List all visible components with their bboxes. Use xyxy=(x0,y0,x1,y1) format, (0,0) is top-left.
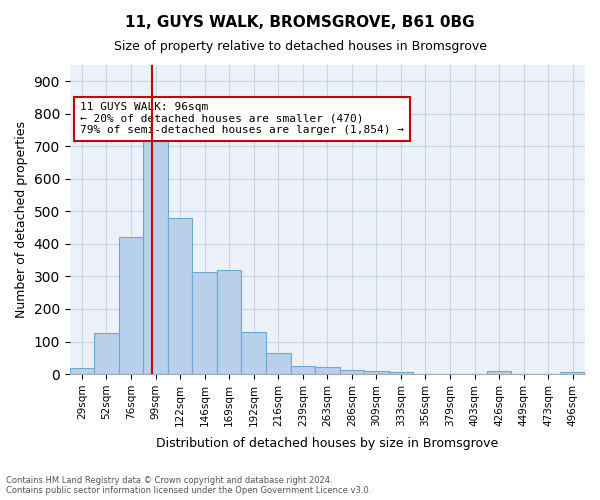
Y-axis label: Number of detached properties: Number of detached properties xyxy=(15,121,28,318)
Bar xyxy=(340,370,364,374)
Text: Contains HM Land Registry data © Crown copyright and database right 2024.
Contai: Contains HM Land Registry data © Crown c… xyxy=(6,476,371,495)
Text: 11, GUYS WALK, BROMSGROVE, B61 0BG: 11, GUYS WALK, BROMSGROVE, B61 0BG xyxy=(125,15,475,30)
Text: Size of property relative to detached houses in Bromsgrove: Size of property relative to detached ho… xyxy=(113,40,487,53)
Bar xyxy=(217,270,241,374)
Bar xyxy=(290,366,315,374)
Bar xyxy=(70,368,94,374)
Bar xyxy=(487,372,511,374)
Bar xyxy=(241,332,266,374)
Bar xyxy=(193,272,217,374)
Bar xyxy=(143,136,168,374)
Bar xyxy=(168,218,193,374)
Text: 11 GUYS WALK: 96sqm
← 20% of detached houses are smaller (470)
79% of semi-detac: 11 GUYS WALK: 96sqm ← 20% of detached ho… xyxy=(80,102,404,136)
X-axis label: Distribution of detached houses by size in Bromsgrove: Distribution of detached houses by size … xyxy=(156,437,499,450)
Bar xyxy=(119,238,143,374)
Bar xyxy=(266,353,290,374)
Bar xyxy=(94,334,119,374)
Bar xyxy=(364,371,389,374)
Bar xyxy=(389,372,413,374)
Bar xyxy=(315,367,340,374)
Bar xyxy=(560,372,585,374)
